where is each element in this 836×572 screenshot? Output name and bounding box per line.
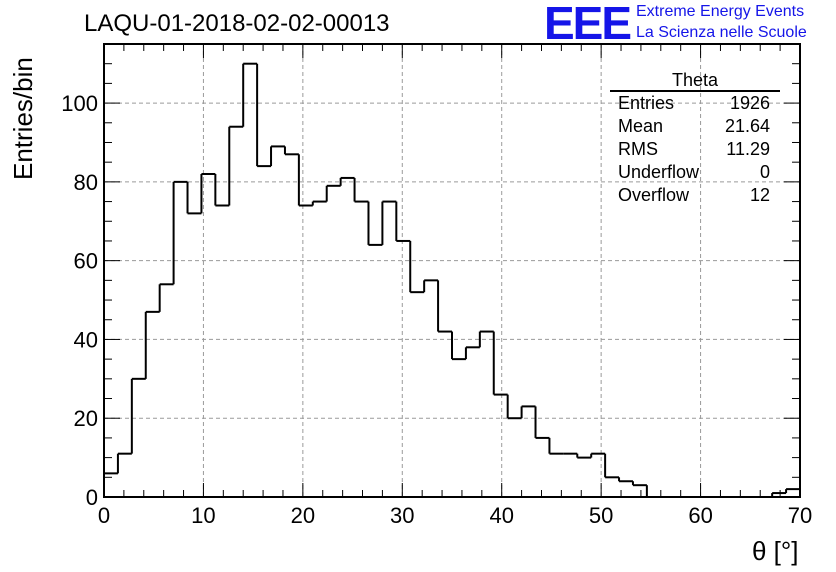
y-tick-label: 80 [74,170,98,195]
y-tick-label: 40 [74,327,98,352]
grid-lines [104,44,800,497]
x-tick-label: 10 [191,503,215,528]
stats-label: Entries [618,93,675,113]
stats-title: Theta [610,70,780,92]
x-axis-label: θ [°] [752,536,799,566]
logo-line-2: La Scienza nelle Scuole [636,24,807,41]
x-tick-label: 50 [589,503,613,528]
histogram-bars [104,62,800,498]
x-tick-label: 30 [390,503,414,528]
tick-labels: 0 10 20 30 40 50 60 70 0 20 40 60 80 100 [61,91,812,528]
stats-row-entries: Entries 1926 [610,92,780,115]
stats-row-rms: RMS 11.29 [610,138,780,161]
stats-value: 12 [749,185,770,205]
x-tick-label: 40 [489,503,513,528]
stats-box: Theta Entries 1926 Mean 21.64 RMS 11.29 … [610,70,780,207]
eee-logo: EEE [544,0,632,49]
axis-ticks [103,43,801,498]
logo-line-1: Extreme Energy Events [636,3,805,20]
y-axis-label: Entries/bin [8,57,38,180]
chart-title: LAQU-01-2018-02-02-00013 [84,10,390,37]
stats-label: Underflow [618,162,700,182]
x-tick-label: 70 [788,503,812,528]
y-tick-label: 100 [61,91,98,116]
stats-value: 21.64 [724,116,770,136]
y-tick-label: 20 [74,406,98,431]
stats-label: RMS [618,139,658,159]
stats-value: 0 [759,162,770,182]
stats-row-overflow: Overflow 12 [610,184,780,207]
stats-label: Overflow [618,185,690,205]
stats-value: 11.29 [726,139,770,159]
plot-frame [103,43,801,498]
x-tick-label: 20 [291,503,315,528]
stats-row-mean: Mean 21.64 [610,115,780,138]
stats-value: 1926 [729,93,770,113]
y-tick-label: 0 [86,485,98,510]
y-tick-label: 60 [74,249,98,274]
stats-label: Mean [618,116,664,136]
x-tick-label: 60 [688,503,712,528]
stats-row-underflow: Underflow 0 [610,161,780,184]
x-tick-label: 0 [98,503,110,528]
